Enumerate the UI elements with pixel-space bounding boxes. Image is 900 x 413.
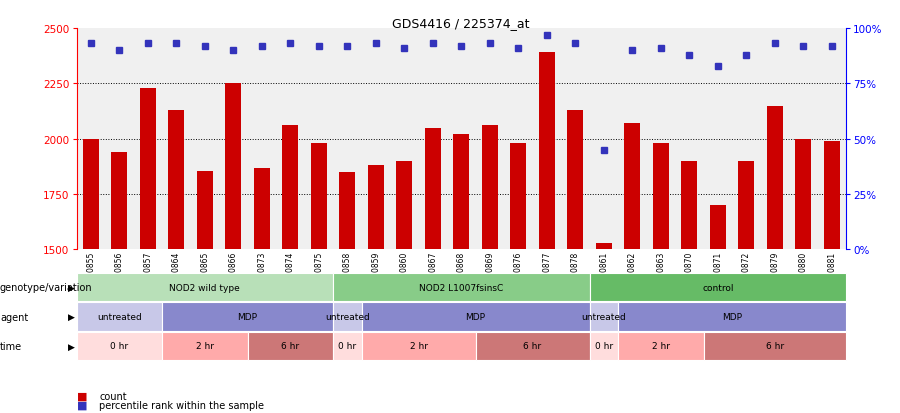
Bar — [225, 84, 241, 250]
Text: untreated: untreated — [581, 312, 626, 321]
Text: ■: ■ — [76, 391, 87, 401]
Text: count: count — [99, 391, 127, 401]
Text: percentile rank within the sample: percentile rank within the sample — [99, 400, 264, 410]
Text: genotype/variation: genotype/variation — [0, 282, 93, 292]
Bar — [539, 53, 554, 250]
Bar — [681, 161, 698, 250]
Text: untreated: untreated — [97, 312, 141, 321]
Text: 2 hr: 2 hr — [410, 342, 427, 351]
Bar — [710, 206, 725, 250]
Text: ▶: ▶ — [68, 312, 75, 321]
Text: agent: agent — [0, 312, 28, 322]
Bar — [140, 88, 156, 250]
Text: ▶: ▶ — [68, 342, 75, 351]
Bar — [652, 144, 669, 250]
Bar — [396, 161, 412, 250]
Bar — [767, 106, 783, 250]
Text: untreated: untreated — [325, 312, 370, 321]
Text: ■: ■ — [76, 400, 87, 410]
Bar — [510, 144, 526, 250]
Text: NOD2 L1007fsinsC: NOD2 L1007fsinsC — [419, 283, 503, 292]
Bar — [796, 140, 811, 250]
Text: NOD2 wild type: NOD2 wild type — [169, 283, 240, 292]
Text: control: control — [702, 283, 733, 292]
Text: 0 hr: 0 hr — [595, 342, 613, 351]
Bar — [112, 153, 127, 250]
Bar — [310, 144, 327, 250]
Text: 6 hr: 6 hr — [766, 342, 784, 351]
Bar — [339, 173, 356, 250]
Bar — [738, 161, 754, 250]
Text: 6 hr: 6 hr — [281, 342, 300, 351]
Bar — [454, 135, 469, 250]
Bar — [425, 128, 441, 250]
Bar — [625, 124, 640, 250]
Text: 0 hr: 0 hr — [110, 342, 129, 351]
Bar — [254, 168, 270, 250]
Text: MDP: MDP — [238, 312, 257, 321]
Text: ▶: ▶ — [68, 283, 75, 292]
Bar — [824, 142, 840, 250]
Text: time: time — [0, 341, 22, 351]
Text: 2 hr: 2 hr — [652, 342, 670, 351]
Bar — [368, 166, 383, 250]
Text: MDP: MDP — [722, 312, 742, 321]
Bar — [197, 171, 212, 250]
Text: GDS4416 / 225374_at: GDS4416 / 225374_at — [392, 17, 530, 29]
Bar — [482, 126, 498, 250]
Text: 0 hr: 0 hr — [338, 342, 356, 351]
Bar — [596, 243, 612, 250]
Text: 6 hr: 6 hr — [524, 342, 542, 351]
Text: MDP: MDP — [465, 312, 485, 321]
Text: 2 hr: 2 hr — [195, 342, 213, 351]
Bar — [567, 111, 583, 250]
Bar — [168, 111, 184, 250]
Bar — [83, 140, 99, 250]
Bar — [283, 126, 298, 250]
